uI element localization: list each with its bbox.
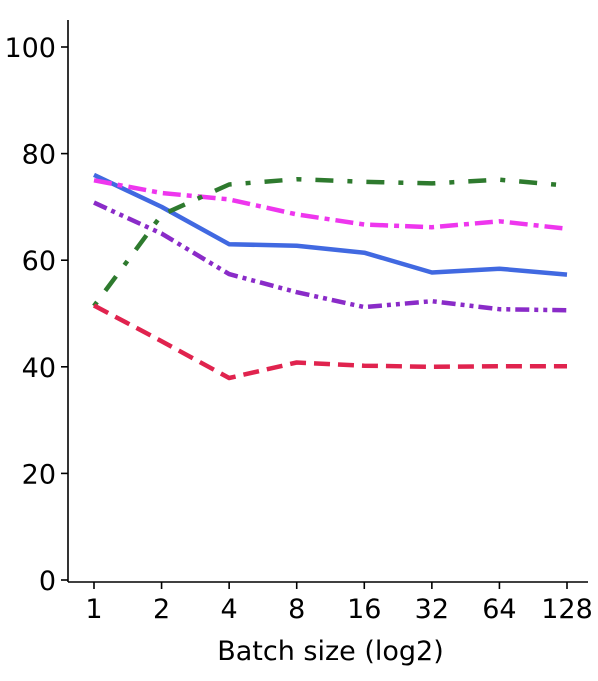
series-line-4 — [92, 303, 567, 381]
x-axis-label: Batch size (log2) — [217, 636, 444, 667]
y-tick-label: 80 — [22, 140, 56, 171]
axes-layer: 0 20 40 60 80 100 1 2 4 8 16 32 64 128 — [4, 20, 593, 625]
x-tick-label: 2 — [153, 594, 170, 625]
y-tick-label: 100 — [4, 33, 56, 64]
series-layer — [92, 172, 568, 381]
y-tick-label: 20 — [22, 459, 56, 490]
x-tick-label: 32 — [415, 594, 449, 625]
x-tick-label: 4 — [221, 594, 238, 625]
x-tick-label: 128 — [541, 594, 593, 625]
y-tick-label: 60 — [22, 246, 56, 277]
x-tick-label: 1 — [85, 594, 102, 625]
series-line-0 — [93, 172, 568, 277]
y-tick-label: 0 — [39, 566, 56, 597]
series-line-1 — [93, 178, 568, 232]
series-line-3 — [93, 200, 568, 313]
x-tick-label: 64 — [482, 594, 516, 625]
series-line-2 — [92, 176, 568, 308]
y-tick-label: 40 — [22, 353, 56, 384]
x-tick-label: 8 — [288, 594, 305, 625]
x-tick-label: 16 — [347, 594, 381, 625]
